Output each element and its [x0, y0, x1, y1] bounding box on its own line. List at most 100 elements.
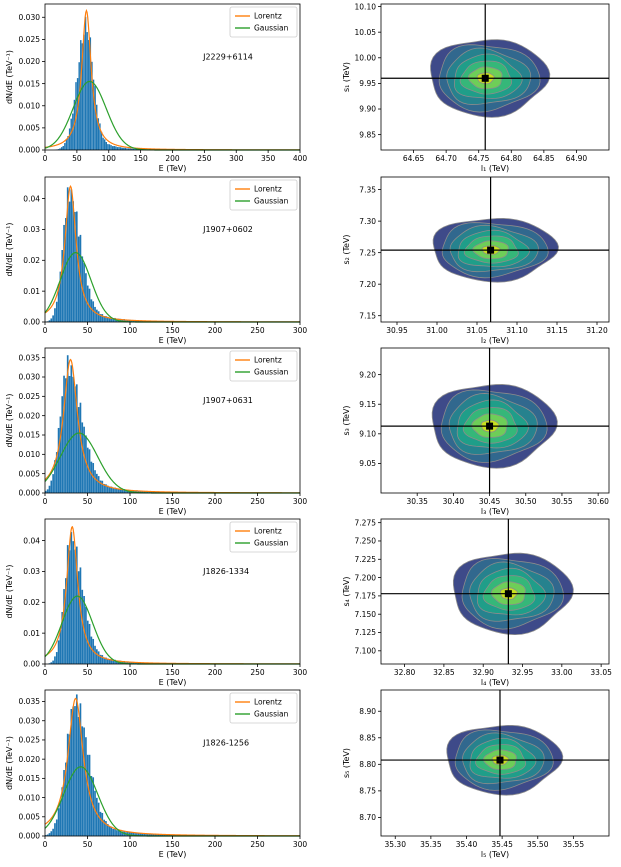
histogram-bar [66, 545, 69, 664]
legend-gaussian-label: Gaussian [254, 24, 289, 33]
x-tick-label: 0 [43, 840, 48, 849]
x-axis-label: E (TeV) [159, 678, 187, 687]
x-tick-label: 35.50 [527, 840, 549, 849]
legend-lorentz-label: Lorentz [254, 356, 282, 365]
histogram-bar [74, 386, 76, 493]
histogram-bar [46, 834, 49, 836]
histogram-bar [121, 489, 124, 493]
histogram-bar [117, 488, 120, 493]
histogram-panel-3: 0 50 100 150 200 250 300 0.000 0.005 0.010 0.015 0.… [5, 347, 308, 516]
histogram-bar [65, 378, 67, 493]
histogram-bar [70, 708, 73, 836]
histogram-bar [117, 830, 120, 836]
y-tick-label: 8.70 [359, 813, 376, 822]
y-tick-label: 0.020 [19, 755, 41, 764]
histogram-panel-1: 0 50 100 150 200 250 300 350 400 0.000 0.005 0.010 0… [5, 3, 307, 173]
y-tick-label: 7.175 [355, 592, 377, 601]
histogram-bar [121, 147, 123, 150]
histogram-bar [130, 832, 133, 836]
y-tick-label: 0.010 [19, 101, 41, 110]
histogram-bar [83, 34, 85, 150]
histogram-bar [108, 826, 111, 836]
histogram-bar [99, 480, 102, 493]
histogram-bar [105, 316, 107, 322]
y-tick-label: 0.04 [23, 536, 40, 545]
x-axis-label: E (TeV) [159, 164, 187, 173]
x-tick-label: 100 [102, 154, 117, 163]
histogram-bar [77, 236, 80, 322]
histogram-bar [86, 754, 89, 836]
histogram-bar [96, 473, 98, 493]
histogram-bar [132, 832, 135, 836]
axes-frame [380, 3, 610, 151]
y-tick-label: 9.90 [359, 105, 376, 114]
histogram-bar [106, 658, 109, 664]
x-axis-label: E (TeV) [159, 507, 187, 516]
histogram-bar [74, 549, 76, 664]
histogram-bar [112, 660, 115, 664]
y-tick-label: 0.030 [19, 373, 41, 382]
contour-panel-4: 32.80 32.85 32.90 32.95 33.00 33.05 7.100 7.125… [342, 518, 612, 687]
histogram-bar [72, 113, 74, 150]
histogram-bar [54, 460, 56, 493]
histogram-bar [137, 833, 140, 836]
x-tick-label: 0 [43, 668, 48, 677]
histogram-bar [79, 402, 82, 493]
histogram-bar [72, 541, 74, 664]
x-axis-label: E (TeV) [159, 336, 187, 345]
contour-panel-5: 35.30 35.35 35.40 35.45 35.50 35.55 8.70 8.75 8.… [342, 689, 610, 859]
histogram-bar [126, 148, 128, 150]
y-tick-label: 0.000 [19, 832, 41, 841]
y-tick-label: 10.00 [355, 53, 377, 62]
histogram-bar [72, 706, 74, 836]
histogram-bar [114, 487, 116, 493]
x-tick-label: 33.00 [551, 668, 573, 677]
histogram-bar [68, 734, 71, 836]
histogram-bar [90, 461, 93, 493]
x-tick-label: 64.65 [403, 154, 425, 163]
histogram-bar [61, 396, 64, 493]
x-tick-label: 64.80 [501, 154, 523, 163]
histogram-bar [63, 224, 65, 322]
y-axis-label: dN/dE (TeV⁻¹) [5, 393, 14, 447]
x-tick-label: 150 [165, 668, 180, 677]
x-tick-label: 35.30 [385, 840, 407, 849]
histogram-bar [103, 483, 105, 493]
x-tick-label: 30.50 [515, 497, 537, 506]
histogram-bar [75, 546, 78, 664]
histogram-bar [134, 662, 136, 664]
y-tick-label: 7.225 [355, 555, 377, 564]
histogram-bar [63, 770, 65, 836]
x-tick-label: 0 [43, 326, 48, 335]
histogram-bar [106, 485, 109, 493]
y-axis-label: s₄ (TeV) [342, 576, 351, 606]
histogram-bar [128, 319, 131, 322]
histogram-bar [134, 148, 136, 150]
histogram-bar [62, 146, 64, 150]
histogram-bar [134, 833, 136, 836]
histogram-bar [145, 833, 147, 836]
histogram-bar [161, 834, 164, 836]
x-tick-label: 35.40 [456, 840, 478, 849]
histogram-bar [137, 490, 140, 493]
y-tick-label: 0.030 [19, 716, 41, 725]
y-tick-label: 9.15 [359, 400, 376, 409]
histogram-bar [97, 311, 100, 322]
x-tick-label: 350 [261, 154, 276, 163]
x-tick-label: 300 [293, 497, 308, 506]
histogram-bar [72, 376, 74, 493]
y-tick-label: 0.015 [19, 79, 41, 88]
x-tick-label: 31.20 [586, 326, 608, 335]
histogram-bar [113, 146, 115, 150]
y-tick-label: 0.00 [23, 318, 40, 327]
histogram-bar [125, 319, 127, 322]
x-tick-label: 50 [83, 326, 93, 335]
x-axis-label: l₃ (TeV) [481, 507, 509, 516]
histogram-bar [68, 201, 71, 322]
histogram-bar [119, 318, 122, 322]
histogram-bar [101, 314, 104, 322]
legend-gaussian-label: Gaussian [254, 368, 289, 377]
histogram-bar [48, 485, 51, 493]
histogram-bar [152, 834, 155, 836]
histogram-bar [81, 726, 84, 836]
